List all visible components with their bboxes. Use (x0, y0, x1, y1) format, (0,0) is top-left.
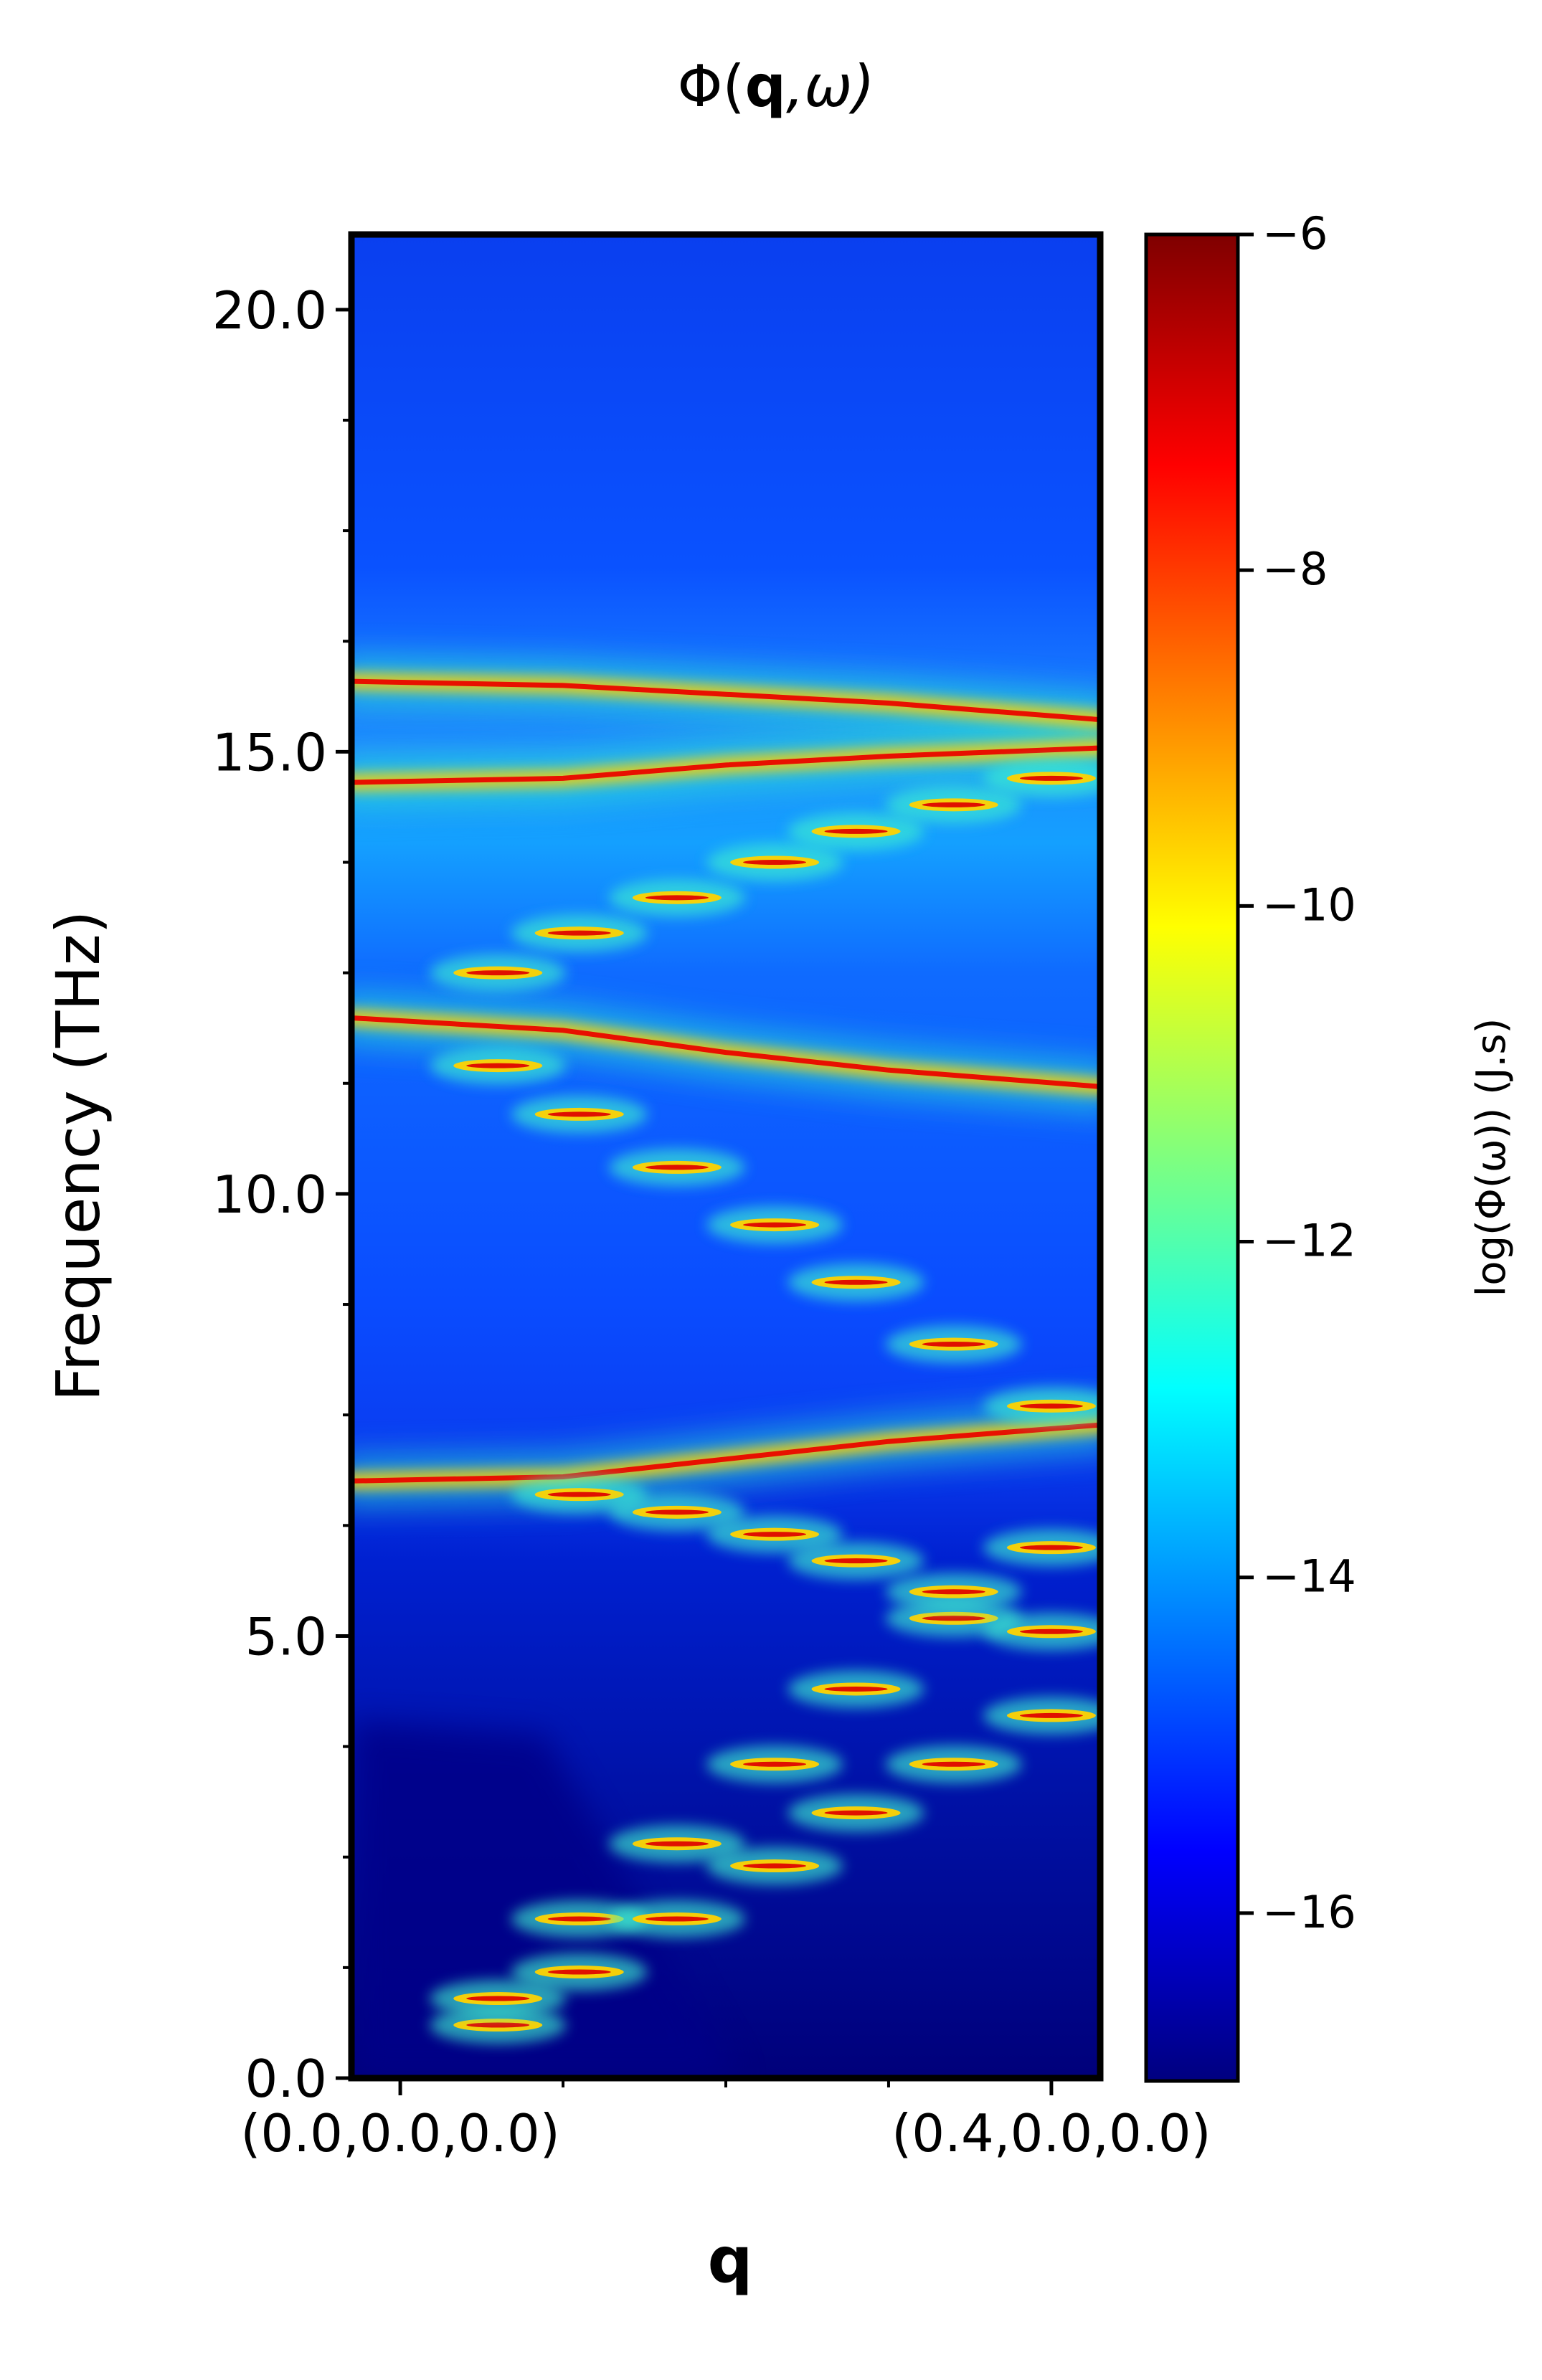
y-tick-label: 5.0 (245, 1606, 327, 1667)
branch-line (351, 678, 1100, 723)
y-tick-label: 10.0 (212, 1165, 327, 1225)
spot-core (547, 1969, 611, 1975)
colorbar: −6 −8 −10 −12 −14 −16 log(Φ(ω)) (J.s) (1144, 207, 1515, 2083)
y-axis-label: Frequency (THz) (43, 911, 113, 1402)
colorbar-tick-label: −14 (1262, 1550, 1356, 1603)
x-axis-label: q (708, 2223, 753, 2297)
spot-core (743, 1532, 807, 1537)
colorbar-tick-label: −6 (1262, 207, 1328, 260)
spot-core (922, 1342, 985, 1347)
spot-core (743, 1863, 807, 1869)
colorbar-tick-label: −8 (1262, 543, 1328, 595)
title-part-2: ,ω) (786, 53, 875, 120)
chart-title: Φ(q,ω) (677, 53, 874, 120)
spot-core (1019, 1628, 1083, 1634)
spot-core (645, 1841, 709, 1846)
spot-core (743, 1761, 807, 1767)
spot-core (922, 802, 985, 807)
branch-line (351, 1015, 1100, 1089)
spot-core (824, 1279, 888, 1285)
branch-line (351, 745, 1100, 785)
x-tick-label: (0.4,0.0,0.0) (891, 2103, 1211, 2163)
spot-core (466, 1996, 530, 2001)
title-part-q: q (745, 53, 786, 120)
x-axis: (0.0,0.0,0.0) (0.4,0.0,0.0) (240, 2078, 1211, 2163)
spot-core (466, 970, 530, 976)
spot-core (466, 1063, 530, 1068)
y-tick-label: 0.0 (245, 2049, 327, 2109)
spot-core (1019, 1403, 1083, 1409)
branch-line (351, 1422, 1100, 1484)
spot-core (645, 1916, 709, 1922)
spot-core (824, 1686, 888, 1692)
y-tick-label: 15.0 (212, 722, 327, 782)
spot-core (547, 1916, 611, 1922)
spot-core (922, 1761, 985, 1767)
spot-core (547, 1492, 611, 1497)
colorbar-tick-label: −12 (1262, 1215, 1356, 1267)
spot-core (922, 1616, 985, 1621)
y-axis: 0.0 5.0 10.0 15.0 20.0 (212, 280, 351, 2109)
spot-core (743, 859, 807, 865)
spot-core (1019, 775, 1083, 781)
spot-core (1019, 1712, 1083, 1718)
spot-core (645, 1165, 709, 1170)
spot-core (824, 1558, 888, 1564)
x-tick-label: (0.0,0.0,0.0) (240, 2103, 559, 2163)
spot-core (922, 1589, 985, 1595)
spot-core (466, 2022, 530, 2028)
y-tick-label: 20.0 (212, 280, 327, 341)
spot-core (547, 1111, 611, 1117)
heatmap-plot (351, 234, 1100, 2078)
spot-core (645, 1509, 709, 1515)
branch-core-layer (351, 673, 1100, 1489)
colorbar-label: log(Φ(ω)) (J.s) (1468, 1018, 1515, 1297)
colorbar-ticks: −6 −8 −10 −12 −14 −16 (1238, 207, 1356, 1938)
folded-spots-layer (430, 759, 1100, 2044)
colorbar-tick-label: −10 (1262, 878, 1356, 931)
spot-core (824, 828, 888, 834)
spot-core (645, 895, 709, 901)
spot-core (547, 930, 611, 936)
title-part-1: Φ( (677, 53, 744, 120)
spot-core (1019, 1545, 1083, 1550)
colorbar-tick-label: −16 (1262, 1886, 1356, 1938)
spot-core (824, 1810, 888, 1816)
colorbar-gradient (1144, 232, 1240, 2083)
spot-core (743, 1222, 807, 1228)
